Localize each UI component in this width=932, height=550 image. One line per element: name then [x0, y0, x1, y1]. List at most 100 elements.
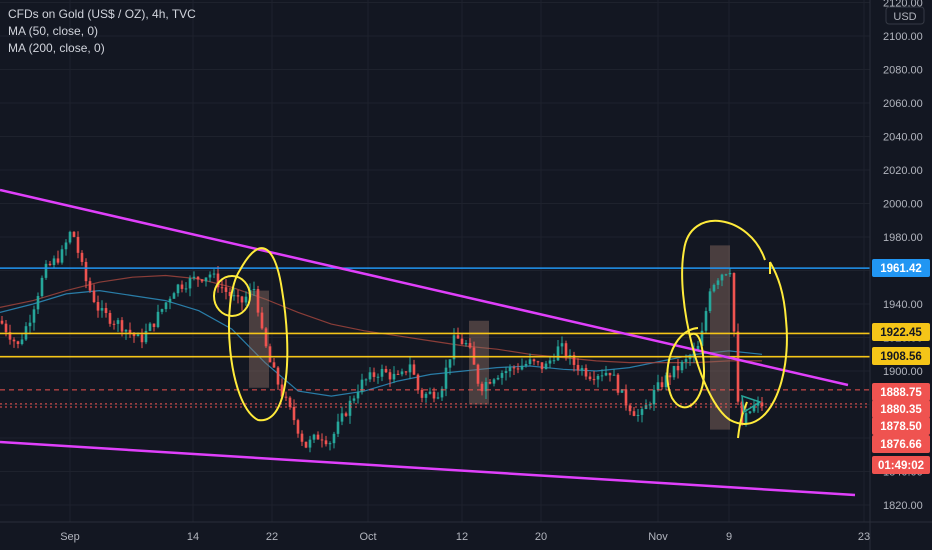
candle-down: [344, 413, 348, 416]
candle-up: [640, 409, 644, 415]
candle-up: [368, 372, 372, 380]
candle-down: [200, 279, 204, 282]
candle-down: [240, 296, 244, 303]
candle-up: [408, 364, 412, 373]
candle-up: [28, 322, 32, 327]
y-tick-label: 2100.00: [883, 31, 923, 43]
triangle-pattern: [741, 394, 762, 414]
y-tick-label: 2060.00: [883, 98, 923, 110]
highlight-boxes: [249, 245, 730, 430]
candle-up: [716, 280, 720, 285]
price-marker: [872, 383, 930, 401]
candle-up: [728, 273, 732, 275]
y-tick-label: 1820.00: [883, 500, 923, 512]
y-tick-label: 1940.00: [883, 299, 923, 311]
candle-up: [392, 373, 396, 380]
currency-label: USD: [893, 11, 916, 23]
y-tick-label: 1900.00: [883, 366, 923, 378]
candle-down: [272, 362, 276, 368]
candle-down: [432, 391, 436, 399]
candle-up: [336, 421, 340, 434]
candle-up: [172, 293, 176, 299]
candle-down: [536, 361, 540, 363]
y-tick-label: 2000.00: [883, 199, 923, 211]
candle-down: [76, 236, 80, 253]
candle-up: [364, 379, 368, 381]
x-tick-label: 23: [858, 531, 870, 543]
candle-up: [648, 404, 652, 406]
price-marker: [872, 417, 930, 435]
x-tick-label: 22: [266, 531, 278, 543]
candle-up: [596, 375, 600, 380]
price-marker-label: 1908.56: [880, 351, 922, 363]
candle-up: [360, 379, 364, 393]
candle-down: [180, 284, 184, 289]
candle-down: [140, 334, 144, 343]
candle-down: [92, 290, 96, 303]
candle-up: [156, 311, 160, 327]
candle-up: [188, 278, 192, 289]
candle-up: [680, 361, 684, 371]
candle-up: [528, 359, 532, 365]
candle-up: [192, 276, 196, 279]
candle-down: [668, 375, 672, 378]
chart-legend: CFDs on Gold (US$ / OZ), 4h, TVC MA (50,…: [8, 6, 196, 57]
candle-up: [620, 389, 624, 393]
candle-down: [56, 258, 60, 263]
candle-up: [40, 277, 44, 297]
legend-ma50: MA (50, close, 0): [8, 24, 99, 38]
candle-down: [480, 383, 484, 392]
candle-up: [544, 363, 548, 370]
candle-down: [104, 308, 108, 313]
candle-up: [312, 434, 316, 440]
candle-down: [112, 323, 116, 325]
candle-up: [52, 258, 56, 266]
candle-up: [720, 274, 724, 281]
candle-up: [604, 372, 608, 376]
annotation-loop: [681, 219, 788, 425]
candle-down: [632, 411, 636, 416]
candle-down: [132, 332, 136, 337]
candle-up: [724, 274, 728, 276]
candle-down: [260, 312, 264, 329]
candle-up: [492, 379, 496, 384]
candle-up: [380, 368, 384, 377]
candle-down: [608, 372, 612, 376]
candle-down: [88, 281, 92, 291]
candle-up: [340, 413, 344, 422]
candle-down: [300, 433, 304, 442]
annotation-loop: [666, 327, 706, 409]
candle-down: [292, 406, 296, 421]
price-marker-label: 1961.42: [880, 263, 922, 275]
candle-up: [184, 288, 188, 290]
candle-up: [552, 360, 556, 362]
legend-title: CFDs on Gold (US$ / OZ), 4h, TVC: [8, 7, 196, 21]
annotation-loop: [228, 247, 289, 422]
time-axis: Sep 14 22 Oct 12 20 Nov 9 23: [0, 521, 932, 543]
candle-down: [16, 341, 20, 345]
candle-down: [108, 312, 112, 324]
x-tick-label: Sep: [60, 531, 80, 543]
candle-down: [396, 373, 400, 375]
candle-up: [612, 374, 616, 376]
candle-down: [0, 320, 4, 324]
candle-up: [348, 400, 352, 416]
candle-down: [456, 335, 460, 339]
x-tick-label: Oct: [359, 531, 376, 543]
price-marker-label: 1922.45: [880, 327, 922, 339]
candle-down: [4, 323, 8, 333]
price-marker-label: 01:49:02: [878, 460, 924, 472]
candle-up: [32, 309, 36, 323]
candle-up: [684, 359, 688, 362]
y-tick-label: 2020.00: [883, 165, 923, 177]
candle-up: [580, 368, 584, 371]
candle-up: [520, 365, 524, 370]
candle-up: [232, 295, 236, 297]
candle-up: [560, 343, 564, 347]
candle-up: [356, 392, 360, 399]
x-tick-label: 14: [187, 531, 199, 543]
y-tick-label: 2040.00: [883, 132, 923, 144]
candle-up: [704, 311, 708, 331]
candle-up: [708, 291, 712, 312]
